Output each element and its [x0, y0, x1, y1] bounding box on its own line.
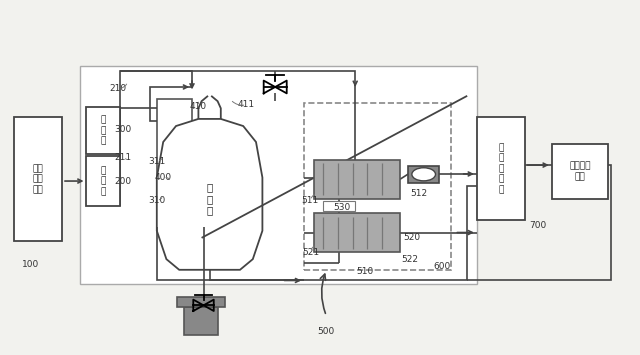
Text: 530: 530 — [334, 203, 351, 212]
FancyBboxPatch shape — [323, 201, 355, 211]
Text: 加
氢
反
应
釜: 加 氢 反 应 釜 — [498, 143, 504, 194]
Text: 300: 300 — [115, 125, 131, 134]
Text: 富
氢
炉: 富 氢 炉 — [207, 182, 213, 215]
FancyBboxPatch shape — [314, 213, 400, 252]
Text: 400: 400 — [155, 173, 172, 182]
FancyBboxPatch shape — [80, 66, 477, 284]
Text: 521: 521 — [302, 247, 319, 257]
Text: 600: 600 — [433, 262, 450, 271]
Text: 700: 700 — [529, 221, 546, 230]
FancyBboxPatch shape — [86, 156, 120, 206]
FancyBboxPatch shape — [552, 144, 608, 199]
Text: 500: 500 — [318, 327, 335, 337]
Polygon shape — [157, 119, 262, 270]
Text: 200: 200 — [115, 176, 131, 186]
Text: 生物
质热
解炉: 生物 质热 解炉 — [33, 164, 44, 194]
FancyBboxPatch shape — [477, 117, 525, 220]
Text: 311: 311 — [148, 157, 165, 166]
Text: 分
离
器: 分 离 器 — [100, 166, 106, 196]
Text: 211: 211 — [115, 153, 131, 163]
Text: 高品质生
物油: 高品质生 物油 — [569, 162, 591, 181]
Text: 100: 100 — [22, 260, 39, 269]
Text: 310: 310 — [148, 196, 165, 205]
FancyBboxPatch shape — [408, 166, 439, 183]
Text: 511: 511 — [302, 196, 319, 205]
Text: 512: 512 — [411, 189, 428, 198]
Text: 410: 410 — [190, 102, 207, 111]
FancyBboxPatch shape — [314, 160, 400, 199]
Text: 冷
凝
器: 冷 凝 器 — [100, 116, 106, 145]
Text: 522: 522 — [401, 255, 418, 264]
FancyBboxPatch shape — [184, 307, 218, 335]
Text: 510: 510 — [356, 267, 373, 276]
FancyBboxPatch shape — [14, 117, 62, 241]
Text: 520: 520 — [403, 233, 420, 242]
Circle shape — [412, 168, 435, 181]
Text: 210: 210 — [110, 84, 127, 93]
FancyBboxPatch shape — [177, 297, 225, 307]
Text: 411: 411 — [238, 100, 255, 109]
FancyBboxPatch shape — [86, 106, 120, 154]
